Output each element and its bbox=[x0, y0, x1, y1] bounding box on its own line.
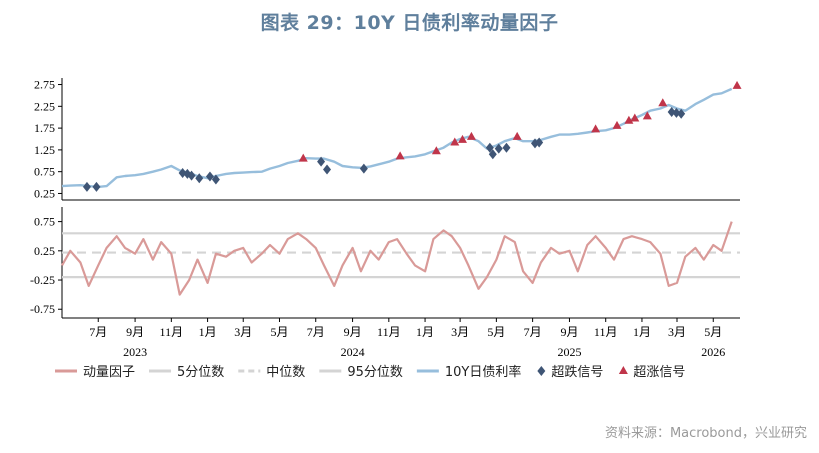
x-tick-label: 5月 bbox=[270, 325, 288, 339]
chart-title: 图表 29：10Y 日债利率动量因子 bbox=[260, 12, 559, 34]
bottom-y-tick-label: 0.75 bbox=[34, 215, 55, 229]
top-y-tick-label: 1.25 bbox=[34, 143, 55, 157]
oversold-signal-marker bbox=[317, 156, 326, 167]
x-tick-label: 5月 bbox=[487, 325, 505, 339]
legend-swatch bbox=[618, 366, 628, 374]
x-tick-label: 1月 bbox=[416, 325, 434, 339]
oversold-signal-marker bbox=[488, 149, 497, 160]
x-tick-label: 9月 bbox=[560, 325, 578, 339]
bottom-y-tick-label: 0.25 bbox=[34, 244, 55, 258]
overbought-signal-marker bbox=[591, 124, 601, 133]
legend-item: 10Y日债利率 bbox=[416, 364, 521, 380]
overbought-signal-marker bbox=[642, 111, 652, 120]
x-tick-label: 1月 bbox=[633, 325, 651, 339]
legend-label: 动量因子 bbox=[83, 365, 135, 380]
x-tick-label: 7月 bbox=[524, 325, 542, 339]
x-year-label: 2026 bbox=[701, 345, 725, 359]
top-y-tick-label: 2.75 bbox=[34, 78, 55, 92]
x-tick-label: 7月 bbox=[307, 325, 325, 339]
overbought-signal-marker bbox=[466, 131, 476, 140]
legend-item: 超跌信号 bbox=[537, 364, 603, 380]
bottom-y-tick-label: -0.25 bbox=[30, 273, 55, 287]
x-tick-label: 1月 bbox=[199, 325, 217, 339]
oversold-signal-marker bbox=[205, 171, 214, 182]
overbought-signal-marker bbox=[395, 151, 405, 160]
oversold-signal-marker bbox=[672, 107, 681, 118]
overbought-signal-marker bbox=[512, 131, 522, 140]
yield-line bbox=[61, 87, 733, 189]
oversold-signal-marker bbox=[178, 167, 187, 178]
overbought-signal-marker bbox=[450, 137, 460, 146]
x-year-label: 2024 bbox=[341, 345, 365, 359]
x-tick-label: 3月 bbox=[451, 325, 469, 339]
legend-item: 5分位数 bbox=[149, 365, 224, 380]
legend-item: 动量因子 bbox=[55, 365, 135, 380]
oversold-signal-marker bbox=[359, 163, 368, 174]
legend-label: 超跌信号 bbox=[551, 364, 603, 380]
oversold-signal-marker bbox=[195, 173, 204, 184]
legend: 动量因子 5分位数 中位数 95分位数 10Y日债利率 超跌信号 超涨信号 bbox=[55, 364, 685, 380]
overbought-signal-marker bbox=[431, 146, 441, 155]
legend-label: 10Y日债利率 bbox=[445, 364, 521, 380]
x-year-label: 2025 bbox=[557, 345, 581, 359]
legend-label: 超涨信号 bbox=[633, 365, 685, 380]
overbought-signal-marker bbox=[658, 98, 668, 107]
oversold-signal-marker bbox=[187, 170, 196, 181]
x-tick-label: 9月 bbox=[126, 325, 144, 339]
oversold-signal-marker bbox=[485, 142, 494, 153]
x-year-label: 2023 bbox=[123, 345, 147, 359]
top-y-tick-label: 0.75 bbox=[34, 165, 55, 179]
overbought-signal-marker bbox=[458, 134, 468, 143]
oversold-signal-marker bbox=[82, 181, 91, 192]
legend-swatch bbox=[537, 366, 546, 376]
x-tick-label: 11月 bbox=[377, 325, 401, 339]
top-panel: 2.75 2.25 1.75 1.25 0.75 0.25 bbox=[34, 78, 742, 201]
bottom-panel: 0.75 0.25 -0.25 -0.75 7月 9月 11月 1月 3月 5月 7月 9月 11月 1月… bbox=[30, 207, 740, 359]
oversold-signal-marker bbox=[92, 181, 101, 192]
x-tick-label: 7月 bbox=[89, 325, 107, 339]
overbought-signal-marker bbox=[732, 80, 742, 89]
x-tick-label: 3月 bbox=[668, 325, 686, 339]
x-tick-label: 3月 bbox=[234, 325, 252, 339]
legend-item: 超涨信号 bbox=[618, 365, 685, 380]
source-note: 资料来源：Macrobond，兴业研究 bbox=[604, 426, 807, 441]
x-tick-label: 9月 bbox=[344, 325, 362, 339]
x-tick-label: 5月 bbox=[704, 325, 722, 339]
oversold-signal-marker bbox=[494, 143, 503, 154]
legend-label: 中位数 bbox=[266, 365, 305, 380]
top-y-tick-label: 0.25 bbox=[34, 186, 55, 200]
legend-label: 5分位数 bbox=[177, 365, 224, 380]
momentum-line bbox=[61, 221, 733, 296]
x-tick-label: 11月 bbox=[594, 325, 618, 339]
legend-label: 95分位数 bbox=[347, 365, 403, 380]
overbought-signal-marker bbox=[612, 120, 622, 129]
oversold-signal-marker bbox=[502, 142, 511, 153]
oversold-signal-marker bbox=[211, 174, 220, 185]
top-y-tick-label: 1.75 bbox=[34, 121, 55, 135]
top-y-tick-label: 2.25 bbox=[34, 99, 55, 113]
bottom-y-tick-label: -0.75 bbox=[30, 302, 55, 316]
oversold-signal-marker bbox=[323, 164, 332, 175]
oversold-signal-marker bbox=[677, 108, 686, 119]
overbought-signal-marker bbox=[624, 115, 634, 124]
overbought-signal-marker bbox=[630, 113, 640, 122]
x-tick-label: 11月 bbox=[160, 325, 184, 339]
oversold-signal-marker bbox=[667, 106, 676, 117]
legend-item: 中位数 bbox=[238, 365, 305, 380]
overbought-signal-marker bbox=[298, 153, 308, 162]
oversold-signal-marker bbox=[535, 137, 544, 148]
legend-item: 95分位数 bbox=[319, 365, 403, 380]
